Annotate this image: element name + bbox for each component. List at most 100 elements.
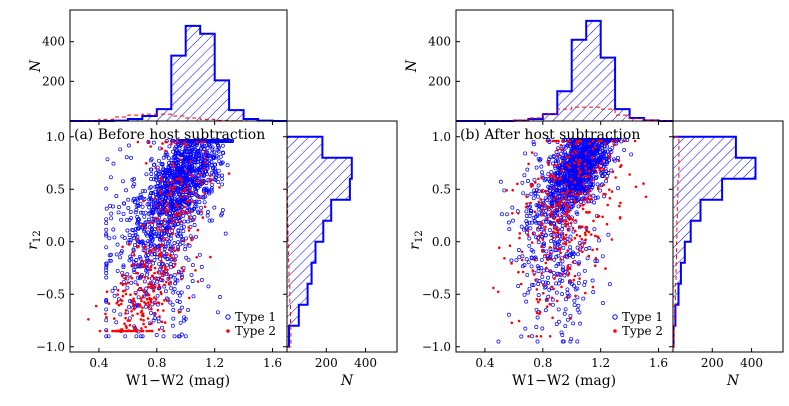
type2-point — [552, 197, 556, 201]
type1-point — [186, 139, 191, 143]
type2-point — [150, 322, 153, 325]
top-histogram-a: 200 400 — [42, 24, 287, 122]
type1-point — [169, 183, 174, 188]
type1-point — [176, 334, 181, 339]
scatter-b-xlabel: W1−W2 (mag) — [512, 373, 616, 389]
type2-point — [578, 171, 581, 175]
type1-point — [565, 291, 570, 295]
type1-point — [551, 270, 556, 275]
type2-point — [152, 290, 155, 293]
type1-point — [212, 205, 217, 210]
type1-point — [121, 279, 126, 284]
type1-point — [527, 220, 532, 225]
type1-point — [139, 240, 144, 245]
type2-point — [208, 180, 212, 183]
type1-point — [194, 183, 198, 188]
type2-point — [182, 239, 186, 243]
x-tick-label: 0.4 — [89, 356, 108, 370]
type2-point — [540, 245, 543, 248]
type2-point — [559, 144, 563, 147]
type1-point — [121, 265, 126, 270]
type2-point — [210, 178, 213, 182]
type1-point — [554, 281, 559, 286]
type2-point — [591, 248, 594, 252]
type2-point — [132, 263, 135, 266]
type1-point — [148, 196, 153, 201]
type2-point — [162, 273, 165, 277]
type1-point — [573, 167, 577, 172]
type1-point — [574, 163, 579, 168]
type2-point — [170, 221, 173, 225]
type2-point — [568, 166, 571, 169]
type1-point — [539, 257, 544, 262]
type2-point — [176, 272, 180, 275]
type2-point — [558, 177, 561, 181]
type1-point — [216, 180, 221, 185]
type1-point — [519, 334, 524, 339]
type1-point — [149, 177, 154, 181]
type2-point — [169, 142, 173, 146]
type1-point — [135, 215, 140, 219]
type1-point — [605, 144, 610, 149]
type1-point — [146, 217, 151, 222]
type1-point — [554, 188, 559, 192]
type2-point — [537, 177, 540, 181]
type1-point — [591, 174, 595, 179]
type2-point — [140, 314, 144, 317]
type1-point — [524, 209, 529, 214]
y-tick-label: −1.0 — [422, 340, 451, 354]
type1-point — [228, 139, 233, 143]
type2-point — [557, 231, 560, 235]
type1-point — [104, 233, 109, 238]
type2-point — [159, 272, 163, 275]
type1-point — [555, 211, 560, 215]
type1-point — [175, 166, 180, 171]
type1-point — [511, 218, 515, 223]
type1-point — [542, 230, 547, 235]
type1-point — [533, 152, 538, 157]
type1-point — [629, 152, 634, 157]
type2-point — [161, 278, 164, 281]
type2-point — [132, 254, 136, 257]
type2-point — [144, 162, 148, 165]
type1-point — [532, 177, 537, 182]
type1-point — [163, 255, 168, 260]
type1-point — [549, 239, 554, 244]
type1-point — [556, 253, 561, 258]
type1-point — [161, 261, 165, 266]
scatter-a-ylabel-sub: 12 — [32, 230, 43, 243]
type2-point — [171, 186, 174, 190]
type1-point — [136, 275, 140, 280]
top-histogram-a-ylabel: N — [28, 59, 44, 73]
type2-point — [171, 232, 175, 235]
type1-point — [212, 139, 217, 143]
type2-point — [614, 139, 618, 143]
x-tick-label: 0.4 — [475, 356, 494, 370]
type1-point — [167, 215, 172, 220]
type2-point — [115, 329, 119, 333]
type1-point — [189, 149, 194, 154]
type2-point — [149, 282, 152, 285]
legend-a-type1-marker — [225, 314, 231, 320]
type2-point — [581, 246, 584, 249]
type1-point — [104, 299, 109, 304]
type2-point — [160, 260, 163, 263]
type1-point — [581, 296, 586, 301]
type1-point — [585, 138, 590, 143]
type1-point — [578, 321, 583, 326]
type2-point — [574, 201, 577, 205]
type2-point — [584, 291, 587, 295]
type1-point — [554, 322, 559, 327]
type1-point — [601, 301, 605, 306]
type2-point — [548, 205, 552, 209]
type2-point — [550, 285, 554, 289]
type1-point — [522, 173, 527, 178]
type1-point — [584, 145, 588, 150]
type2-point — [177, 310, 181, 314]
type2-point — [517, 319, 521, 323]
type1-point — [157, 198, 162, 203]
type2-point — [124, 292, 128, 296]
type1-point — [147, 201, 152, 206]
type1-point — [561, 265, 566, 270]
type1-point — [571, 155, 576, 160]
